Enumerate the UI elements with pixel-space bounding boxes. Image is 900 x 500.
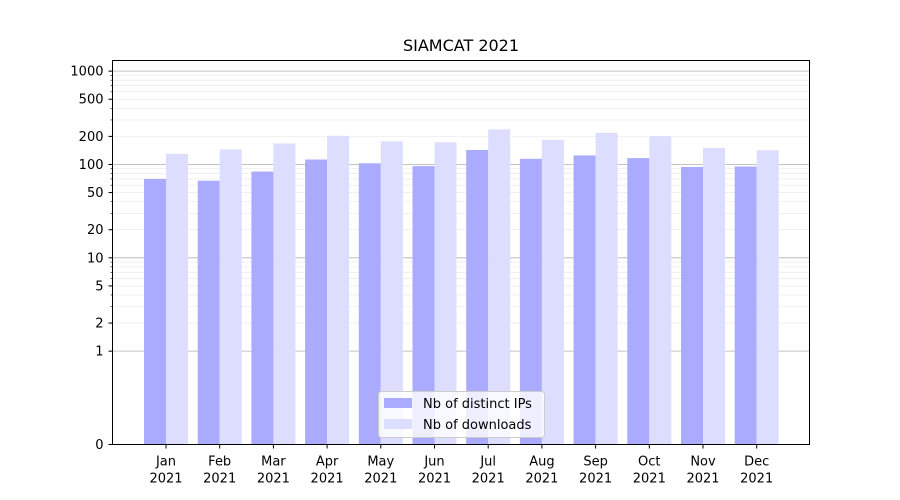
bar-distinct-ips-feb — [197, 180, 220, 445]
bar-downloads-sep — [595, 132, 618, 445]
bar-downloads-jan — [166, 153, 188, 445]
y-tick-label: 500 — [79, 93, 104, 108]
bar-downloads-oct — [649, 136, 672, 445]
x-tick-label-year: 2021 — [311, 472, 344, 487]
x-tick-label-year: 2021 — [418, 472, 451, 487]
x-tick-label-month: Sep — [583, 455, 608, 470]
legend: Nb of distinct IPs Nb of downloads — [378, 391, 545, 438]
x-tick-label-month: Jan — [155, 455, 176, 470]
plot-area-frame — [112, 60, 810, 445]
x-tick-label-year: 2021 — [633, 472, 666, 487]
bar-downloads-aug — [541, 139, 564, 445]
x-tick-label-month: Oct — [638, 455, 660, 470]
legend-box — [378, 391, 545, 438]
y-tick-label: 0 — [95, 438, 103, 453]
bar-downloads-jun — [434, 142, 457, 445]
y-tick-label: 5 — [95, 279, 103, 294]
x-tick-label-month: Jul — [479, 455, 496, 470]
x-tick-label-year: 2021 — [364, 472, 397, 487]
x-tick-label-year: 2021 — [149, 472, 182, 487]
y-tick-label: 1 — [95, 345, 103, 360]
legend-label-downloads: Nb of downloads — [423, 418, 532, 433]
x-tick-label-year: 2021 — [525, 472, 558, 487]
y-tick-label: 10 — [87, 251, 104, 266]
bar-downloads-mar — [273, 143, 296, 445]
x-tick-label-month: Dec — [744, 455, 769, 470]
y-tick-label: 200 — [79, 130, 104, 145]
x-tick-label-month: Feb — [208, 455, 231, 470]
x-tick-label-year: 2021 — [579, 472, 612, 487]
bars — [144, 129, 779, 445]
bar-distinct-ips-dec — [734, 166, 757, 445]
bar-downloads-may — [380, 141, 403, 445]
y-tick-label: 2 — [95, 317, 103, 332]
bar-distinct-ips-apr — [305, 159, 328, 445]
x-tick-label-year: 2021 — [203, 472, 236, 487]
bar-distinct-ips-sep — [573, 155, 596, 445]
bar-downloads-jul — [488, 129, 511, 445]
bar-downloads-dec — [756, 150, 779, 445]
bar-distinct-ips-mar — [251, 171, 274, 445]
x-tick-label-month: Nov — [690, 455, 716, 470]
bar-distinct-ips-jun — [412, 166, 435, 445]
y-tick-label: 1000 — [70, 65, 103, 80]
legend-swatch-downloads — [384, 419, 412, 429]
x-tick-label-month: Jun — [423, 455, 444, 470]
x-tick-label-month: May — [367, 455, 394, 470]
x-tick-label-year: 2021 — [740, 472, 773, 487]
x-tick-label-year: 2021 — [686, 472, 719, 487]
bar-downloads-nov — [703, 148, 725, 445]
y-tick-label: 100 — [79, 158, 104, 173]
bar-distinct-ips-jul — [466, 149, 489, 445]
bar-downloads-feb — [219, 149, 242, 445]
bar-distinct-ips-may — [358, 163, 381, 445]
x-tick-label-year: 2021 — [257, 472, 290, 487]
bar-distinct-ips-aug — [519, 158, 542, 445]
y-tick-label: 20 — [87, 223, 104, 238]
legend-swatch-distinct-ips — [384, 398, 412, 408]
legend-label-distinct-ips: Nb of distinct IPs — [423, 397, 532, 412]
x-axis: Jan 2021 Feb 2021 Mar 2021 Apr 2021 May 2021 Jun 20… — [149, 444, 773, 487]
bar-downloads-apr — [327, 135, 350, 445]
y-axis: 0 1 2 5 10 20 50 100 200 500 1000 — [70, 65, 113, 453]
x-tick-label-month: Mar — [261, 455, 286, 470]
x-tick-label-year: 2021 — [472, 472, 505, 487]
y-tick-label: 50 — [87, 186, 104, 201]
bar-distinct-ips-jan — [144, 178, 166, 445]
x-tick-label-month: Aug — [529, 455, 554, 470]
bar-distinct-ips-oct — [627, 158, 650, 445]
chart-title: SIAMCAT 2021 — [403, 36, 519, 55]
x-tick-label-month: Apr — [316, 455, 339, 470]
bar-distinct-ips-nov — [681, 166, 703, 445]
